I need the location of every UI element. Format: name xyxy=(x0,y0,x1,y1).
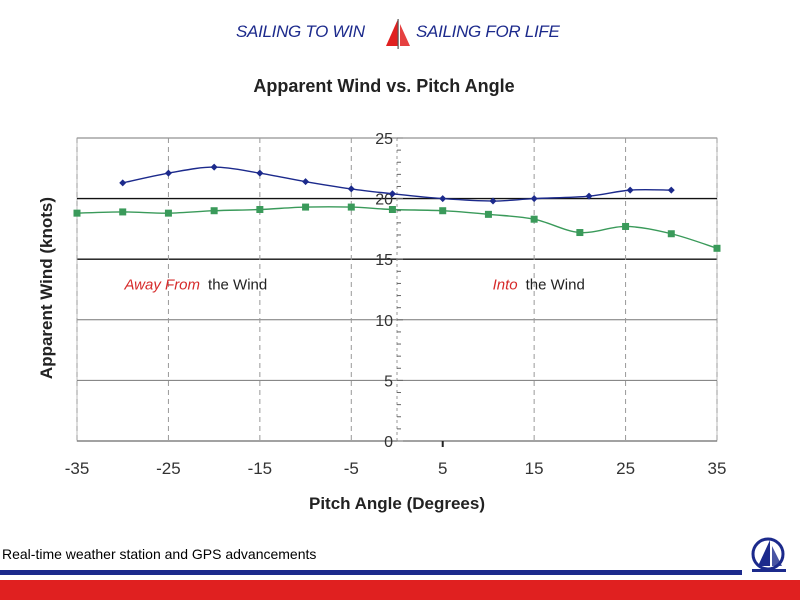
series-markers xyxy=(73,163,721,252)
header-right-text: SAILING FOR LIFE xyxy=(416,22,560,41)
data-point-square xyxy=(302,203,310,211)
x-axis: -35 -25 -15 -5 5 15 25 35 xyxy=(65,441,727,478)
x-tick-label: 25 xyxy=(616,459,635,478)
data-point-diamond xyxy=(256,169,264,177)
x-tick-label: -25 xyxy=(156,459,181,478)
data-point-square xyxy=(667,230,675,238)
chart-area: Apparent Wind vs. Pitch Angle 0 5 10 15 20 25… xyxy=(0,60,800,520)
data-point-square xyxy=(210,207,218,215)
annotations: Away From the Wind Into the Wind xyxy=(123,277,584,294)
y-axis-label: Apparent Wind (knots) xyxy=(37,197,56,379)
x-tick-label: 15 xyxy=(525,459,544,478)
x-axis-label: Pitch Angle (Degrees) xyxy=(309,494,485,513)
header-left-text: SAILING TO WIN xyxy=(236,22,365,41)
data-point-square xyxy=(713,244,721,252)
y-axis: 0 5 10 15 20 25 xyxy=(375,131,403,451)
grid-lines xyxy=(76,137,718,442)
y-tick-label: 10 xyxy=(375,313,393,330)
footer-red-band xyxy=(0,580,800,600)
data-point-square xyxy=(119,208,127,216)
x-tick-label: 35 xyxy=(708,459,727,478)
apparent-wind-chart: Apparent Wind vs. Pitch Angle 0 5 10 15 20 25… xyxy=(37,76,727,513)
y-tick-label: 15 xyxy=(375,252,393,269)
data-point-square xyxy=(484,210,492,218)
data-point-diamond xyxy=(626,186,634,194)
data-point-diamond xyxy=(388,190,396,198)
data-point-square xyxy=(347,203,355,211)
chart-title: Apparent Wind vs. Pitch Angle xyxy=(253,76,514,96)
data-point-diamond xyxy=(530,195,538,203)
data-point-diamond xyxy=(119,179,127,187)
data-point-square xyxy=(576,229,584,237)
data-point-diamond xyxy=(667,186,675,194)
footer-blue-rule xyxy=(0,570,742,575)
data-point-diamond xyxy=(585,192,593,200)
footer-caption: Real-time weather station and GPS advanc… xyxy=(2,546,317,562)
annotation: Away From the Wind xyxy=(123,277,267,294)
data-point-square xyxy=(164,209,172,217)
annotation-black-text: the Wind xyxy=(208,277,267,294)
y-tick-label: 25 xyxy=(375,131,393,148)
data-point-diamond xyxy=(164,169,172,177)
club-logo-icon xyxy=(751,537,786,572)
annotation: Into the Wind xyxy=(493,277,585,294)
data-point-diamond xyxy=(210,163,218,171)
x-tick-label: 5 xyxy=(438,459,447,478)
annotation-black-text: the Wind xyxy=(526,277,585,294)
y-tick-label: 20 xyxy=(375,192,393,209)
annotation-red-text: Away From xyxy=(123,277,200,294)
data-point-square xyxy=(622,222,630,230)
x-tick-label: -5 xyxy=(344,459,359,478)
data-point-diamond xyxy=(439,195,447,203)
data-point-square xyxy=(256,206,264,214)
y-tick-label: 5 xyxy=(384,373,393,390)
data-point-diamond xyxy=(347,185,355,193)
data-point-square xyxy=(530,215,538,223)
data-point-square xyxy=(73,209,81,217)
sailboat-logo-icon xyxy=(386,19,410,49)
data-point-diamond xyxy=(489,197,497,205)
data-point-square xyxy=(388,206,396,214)
annotation-red-text: Into xyxy=(493,277,518,294)
x-tick-label: -15 xyxy=(248,459,273,478)
data-point-diamond xyxy=(302,178,310,186)
header-banner: SAILING TO WIN SAILING FOR LIFE xyxy=(0,18,800,52)
y-tick-label: 0 xyxy=(384,434,393,451)
x-tick-label: -35 xyxy=(65,459,90,478)
data-point-square xyxy=(439,207,447,215)
